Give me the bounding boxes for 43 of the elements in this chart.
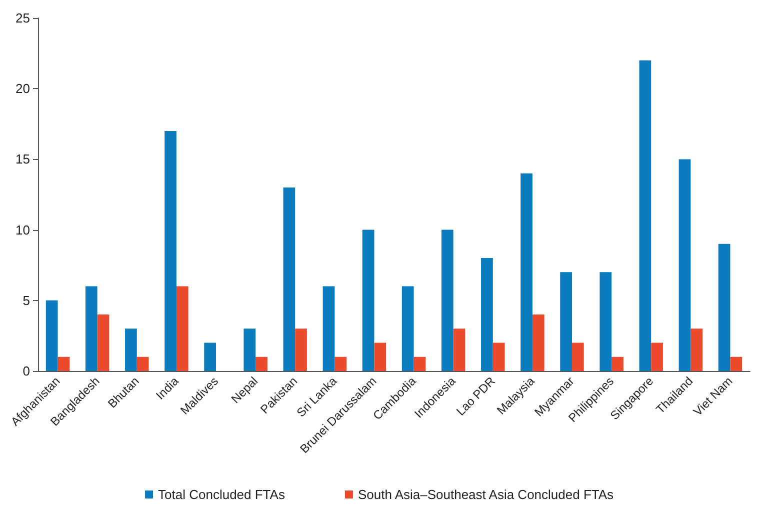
bar [532, 314, 544, 371]
bar [690, 328, 703, 371]
bar [136, 356, 149, 371]
bar [362, 230, 374, 371]
bar [295, 328, 307, 371]
y-tick-label: 10 [16, 222, 30, 238]
y-tick-label: 5 [22, 292, 30, 308]
legend-label: South Asia–Southeast Asia Concluded FTAs [358, 487, 614, 502]
bar [718, 244, 730, 371]
bar [520, 173, 532, 371]
bar [560, 272, 572, 371]
bar [600, 272, 612, 371]
bar [492, 342, 505, 371]
bar [678, 159, 691, 371]
bar [46, 300, 58, 371]
y-tick-label: 15 [16, 152, 30, 167]
bar [97, 314, 110, 371]
bar [334, 356, 347, 371]
bar [256, 356, 268, 371]
bar [283, 187, 296, 371]
bar [572, 342, 584, 371]
y-tick-label: 25 [16, 10, 30, 26]
bar [164, 130, 176, 371]
bar [125, 328, 137, 371]
bar [85, 286, 98, 371]
bar [639, 60, 652, 371]
bar [58, 356, 70, 371]
bar [481, 258, 493, 371]
y-tick-label: 0 [22, 364, 30, 378]
y-tick-label: 20 [16, 81, 30, 96]
bar [612, 356, 624, 371]
legend-label: Total Concluded FTAs [158, 487, 286, 502]
bar [730, 356, 742, 371]
bar [453, 328, 466, 371]
bar [414, 356, 426, 371]
bar [176, 286, 188, 371]
bar [441, 230, 454, 371]
bar [374, 342, 386, 371]
bar [651, 342, 663, 371]
bar [402, 286, 414, 371]
bar [244, 328, 256, 371]
bar [204, 342, 216, 371]
bar [322, 286, 335, 371]
